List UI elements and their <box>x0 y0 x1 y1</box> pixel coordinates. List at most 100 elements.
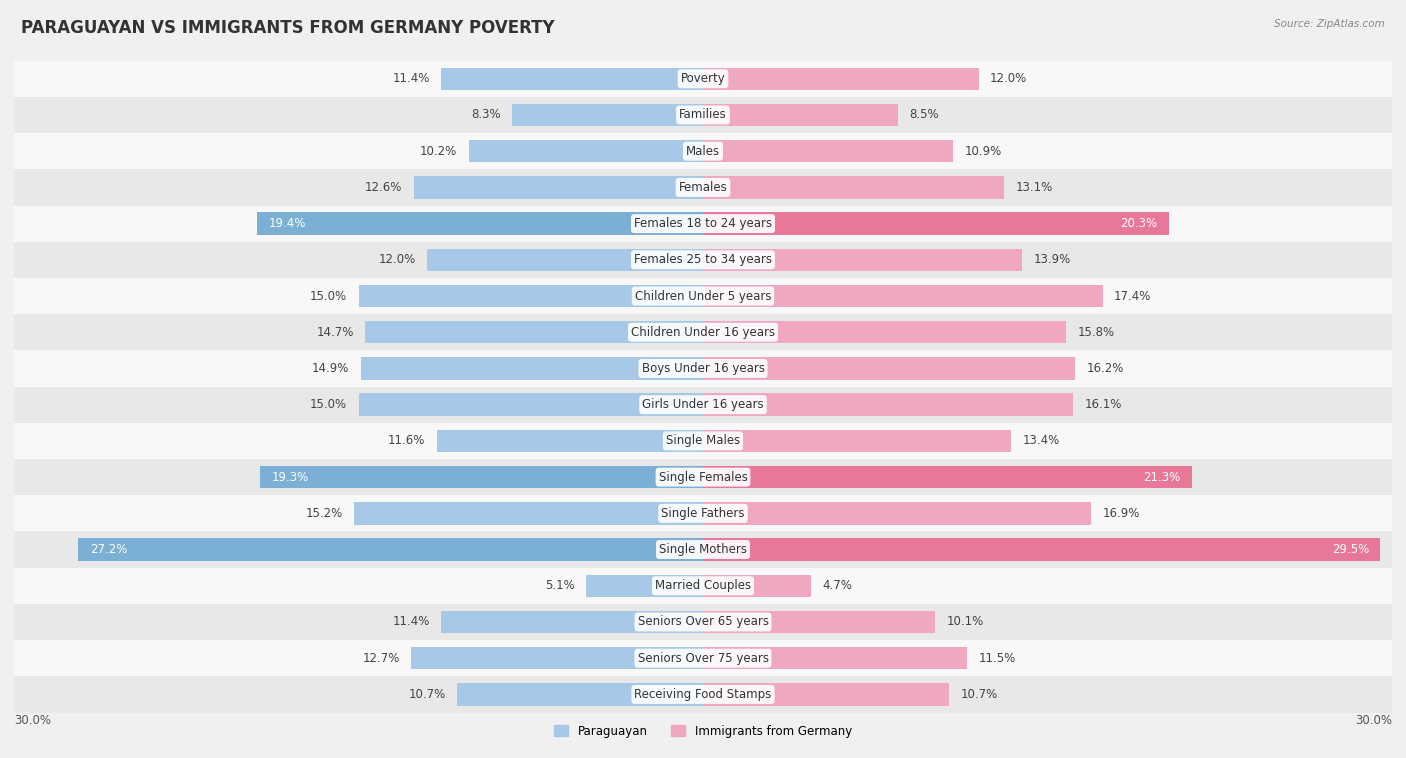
Text: 8.5%: 8.5% <box>910 108 939 121</box>
Bar <box>703 466 1192 488</box>
Bar <box>703 393 1073 416</box>
Text: 19.3%: 19.3% <box>271 471 308 484</box>
Bar <box>14 423 1392 459</box>
Bar <box>413 176 703 199</box>
Text: 13.4%: 13.4% <box>1022 434 1060 447</box>
Bar <box>703 683 949 706</box>
Bar <box>703 104 898 126</box>
Bar <box>14 640 1392 676</box>
Text: 16.1%: 16.1% <box>1084 398 1122 411</box>
Text: Children Under 5 years: Children Under 5 years <box>634 290 772 302</box>
Text: 12.6%: 12.6% <box>364 181 402 194</box>
Text: Seniors Over 65 years: Seniors Over 65 years <box>637 615 769 628</box>
Bar <box>366 321 703 343</box>
Text: 29.5%: 29.5% <box>1331 543 1369 556</box>
Bar <box>14 531 1392 568</box>
Text: 15.0%: 15.0% <box>309 290 347 302</box>
Bar <box>14 61 1392 97</box>
Text: 10.1%: 10.1% <box>946 615 984 628</box>
Text: Single Males: Single Males <box>666 434 740 447</box>
Text: 10.9%: 10.9% <box>965 145 1002 158</box>
Bar <box>14 133 1392 169</box>
Bar <box>14 568 1392 604</box>
Text: Single Mothers: Single Mothers <box>659 543 747 556</box>
Text: Boys Under 16 years: Boys Under 16 years <box>641 362 765 375</box>
Bar <box>14 495 1392 531</box>
Bar <box>703 285 1102 307</box>
Text: Families: Families <box>679 108 727 121</box>
Text: 13.9%: 13.9% <box>1033 253 1071 266</box>
Text: 10.2%: 10.2% <box>420 145 457 158</box>
Text: 15.0%: 15.0% <box>309 398 347 411</box>
Bar <box>14 314 1392 350</box>
Text: Males: Males <box>686 145 720 158</box>
Bar <box>703 357 1076 380</box>
Bar <box>14 205 1392 242</box>
Bar <box>14 97 1392 133</box>
Bar <box>703 502 1091 525</box>
Text: Married Couples: Married Couples <box>655 579 751 592</box>
Bar <box>703 647 967 669</box>
Bar <box>359 393 703 416</box>
Text: 30.0%: 30.0% <box>1355 714 1392 728</box>
Bar <box>260 466 703 488</box>
Text: 19.4%: 19.4% <box>269 217 307 230</box>
Text: Females 25 to 34 years: Females 25 to 34 years <box>634 253 772 266</box>
Bar <box>441 67 703 90</box>
Text: 4.7%: 4.7% <box>823 579 852 592</box>
Text: 14.7%: 14.7% <box>316 326 354 339</box>
Text: 5.1%: 5.1% <box>544 579 575 592</box>
Bar <box>703 321 1066 343</box>
Text: Females: Females <box>679 181 727 194</box>
Bar <box>703 538 1381 561</box>
Text: 11.4%: 11.4% <box>392 72 430 85</box>
Bar <box>359 285 703 307</box>
Bar <box>14 169 1392 205</box>
Bar <box>361 357 703 380</box>
Text: 16.9%: 16.9% <box>1102 507 1140 520</box>
Bar <box>703 249 1022 271</box>
Bar <box>703 575 811 597</box>
Legend: Paraguayan, Immigrants from Germany: Paraguayan, Immigrants from Germany <box>550 720 856 743</box>
Bar <box>14 676 1392 713</box>
Text: 10.7%: 10.7% <box>409 688 446 701</box>
Bar <box>703 67 979 90</box>
Bar <box>703 430 1011 452</box>
Bar <box>512 104 703 126</box>
Text: 15.2%: 15.2% <box>305 507 343 520</box>
Text: 17.4%: 17.4% <box>1114 290 1152 302</box>
Text: Receiving Food Stamps: Receiving Food Stamps <box>634 688 772 701</box>
Text: PARAGUAYAN VS IMMIGRANTS FROM GERMANY POVERTY: PARAGUAYAN VS IMMIGRANTS FROM GERMANY PO… <box>21 19 555 37</box>
Bar <box>14 387 1392 423</box>
Text: 12.0%: 12.0% <box>990 72 1028 85</box>
Text: 11.4%: 11.4% <box>392 615 430 628</box>
Text: 27.2%: 27.2% <box>90 543 127 556</box>
Bar <box>457 683 703 706</box>
Text: Poverty: Poverty <box>681 72 725 85</box>
Bar <box>79 538 703 561</box>
Bar <box>468 140 703 162</box>
Text: 12.7%: 12.7% <box>363 652 399 665</box>
Text: 14.9%: 14.9% <box>312 362 349 375</box>
Bar <box>441 611 703 633</box>
Text: 8.3%: 8.3% <box>471 108 501 121</box>
Bar <box>14 278 1392 314</box>
Text: 30.0%: 30.0% <box>14 714 51 728</box>
Text: 16.2%: 16.2% <box>1087 362 1123 375</box>
Bar <box>14 242 1392 278</box>
Text: 10.7%: 10.7% <box>960 688 997 701</box>
Bar <box>354 502 703 525</box>
Bar <box>437 430 703 452</box>
Bar <box>412 647 703 669</box>
Text: Children Under 16 years: Children Under 16 years <box>631 326 775 339</box>
Text: Females 18 to 24 years: Females 18 to 24 years <box>634 217 772 230</box>
Bar <box>427 249 703 271</box>
Text: 20.3%: 20.3% <box>1121 217 1157 230</box>
Bar <box>703 611 935 633</box>
Bar <box>14 350 1392 387</box>
Text: Seniors Over 75 years: Seniors Over 75 years <box>637 652 769 665</box>
Text: 13.1%: 13.1% <box>1015 181 1053 194</box>
Bar <box>257 212 703 235</box>
Text: Source: ZipAtlas.com: Source: ZipAtlas.com <box>1274 19 1385 29</box>
Text: 21.3%: 21.3% <box>1143 471 1181 484</box>
